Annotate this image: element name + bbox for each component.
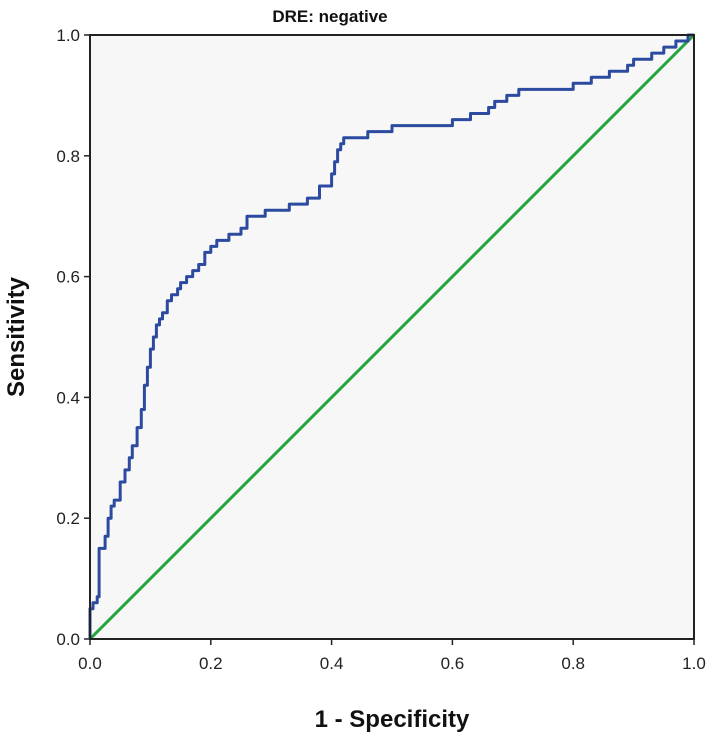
y-tick-label: 0.0 [56, 630, 80, 649]
x-axis-ticks: 0.0 0.2 0.4 0.6 0.8 1.0 [78, 639, 706, 673]
roc-curve [88, 33, 694, 639]
reference-line [88, 33, 696, 641]
y-tick-label: 0.4 [56, 388, 80, 407]
plot-frame [89, 34, 695, 640]
y-axis-ticks: 0.0 0.2 0.4 0.6 0.8 1.0 [56, 26, 90, 649]
x-tick-label: 1.0 [682, 654, 706, 673]
x-tick-label: 0.8 [561, 654, 585, 673]
x-tick-label: 0.4 [320, 654, 344, 673]
y-tick-label: 0.8 [56, 147, 80, 166]
y-tick-label: 0.2 [56, 509, 80, 528]
x-tick-label: 0.0 [78, 654, 102, 673]
y-axis-title: Sensitivity [3, 276, 30, 397]
x-tick-label: 0.6 [441, 654, 465, 673]
chart-title: DRE: negative [272, 7, 387, 26]
y-tick-label: 0.6 [56, 268, 80, 287]
x-axis-title: 1 - Specificity [315, 706, 470, 733]
x-tick-label: 0.2 [199, 654, 223, 673]
y-tick-label: 1.0 [56, 26, 80, 45]
